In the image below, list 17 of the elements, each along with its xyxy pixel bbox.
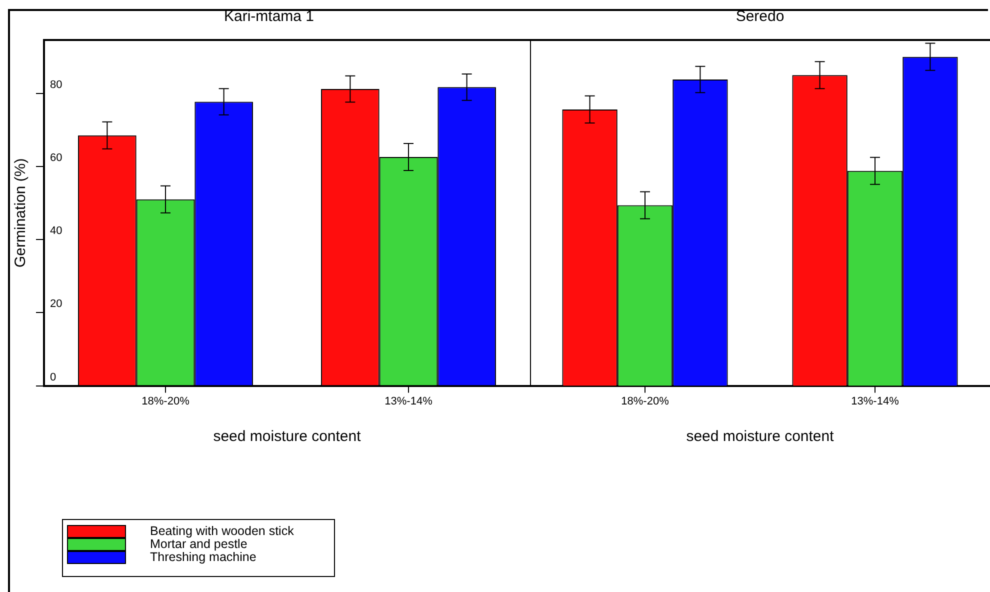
legend-label: Threshing machine <box>150 550 256 564</box>
x-tick-label: 13%-14% <box>851 395 900 408</box>
x-axis-title: seed moisture content <box>686 428 835 446</box>
x-tick-label: 18%-20% <box>621 395 670 408</box>
y-tick-label: 40 <box>50 225 62 238</box>
y-tick-label: 80 <box>50 78 62 91</box>
x-tick-label: 18%-20% <box>142 395 190 408</box>
legend-label: Beating with wooden stick <box>150 524 294 538</box>
legend-label: Mortar and pestle <box>150 537 248 551</box>
y-axis-title: Germination (%) <box>12 158 30 268</box>
y-tick-label: 60 <box>50 152 62 164</box>
x-axis-title: seed moisture content <box>213 428 362 446</box>
chart-title: Seredo <box>736 8 784 26</box>
y-tick-label: 20 <box>50 298 62 310</box>
chart-title: Kari-mtama 1 <box>224 8 314 26</box>
x-tick-label: 13%-14% <box>384 395 433 408</box>
y-tick-label: 0 <box>50 371 56 384</box>
